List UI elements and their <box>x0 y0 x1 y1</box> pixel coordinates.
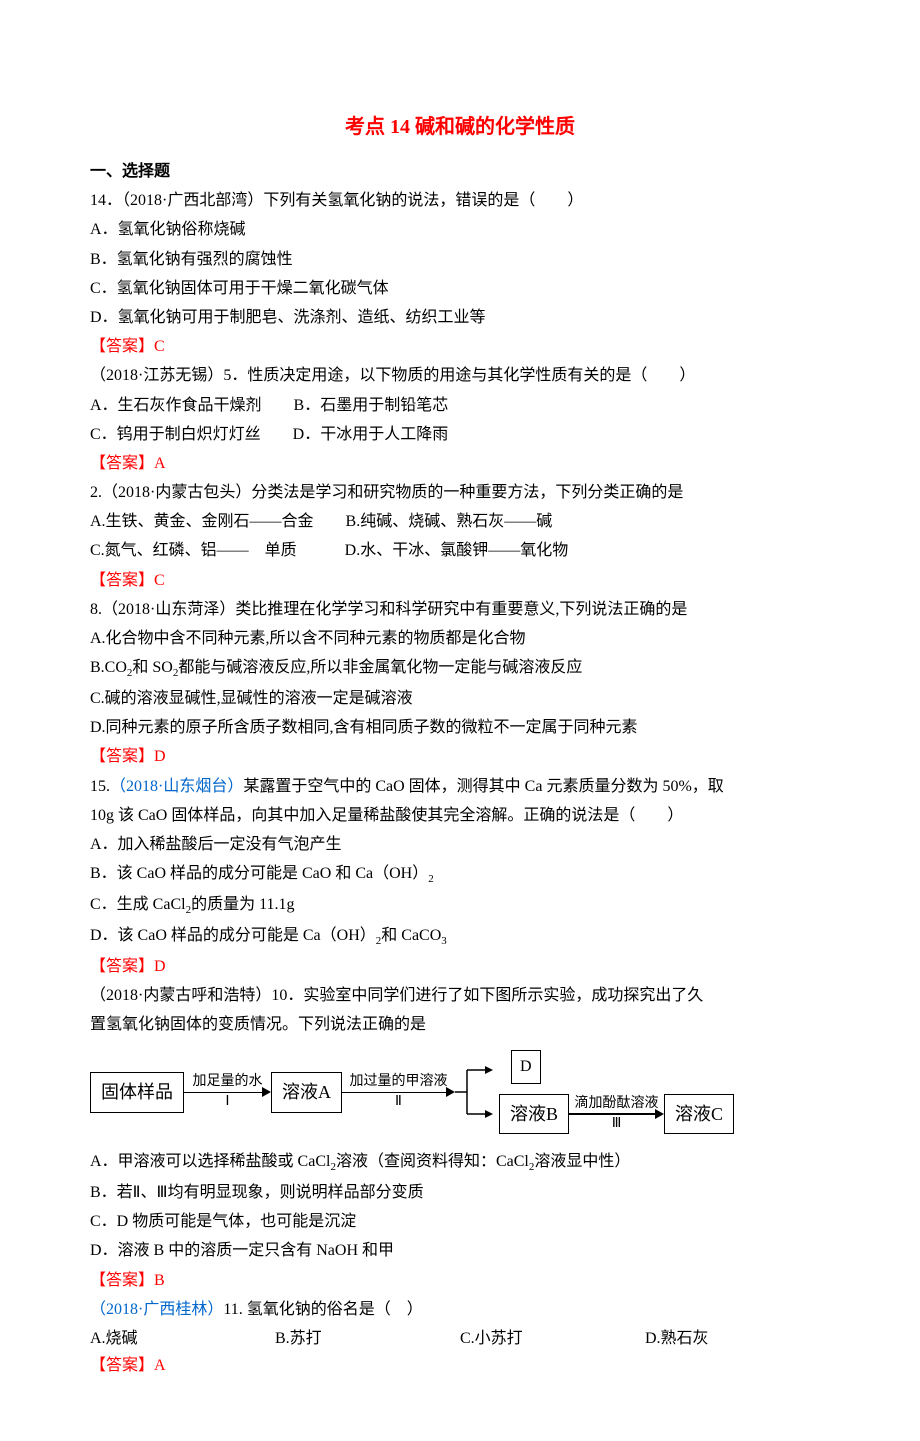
q7-options: A.烧碱 B.苏打 C.小苏打 D.熟石灰 <box>90 1325 830 1352</box>
q7-opt-c: C.小苏打 <box>460 1325 645 1352</box>
q4-opt-c: C.碱的溶液显碱性,显碱性的溶液一定是碱溶液 <box>90 685 830 712</box>
q6-opt-a: A．甲溶液可以选择稀盐酸或 CaCl2溶液（查阅资料得知：CaCl2溶液显中性） <box>90 1148 830 1177</box>
q1-answer: 【答案】C <box>90 333 830 360</box>
q3-opt-cd: C.氮气、红磷、铝—— 单质 D.水、干冰、氯酸钾——氧化物 <box>90 537 830 564</box>
q6-stem-line1: （2018·内蒙古呼和浩特）10．实验室中同学们进行了如下图所示实验，成功探究出… <box>90 982 830 1009</box>
q2-stem: （2018·江苏无锡）5．性质决定用途，以下物质的用途与其化学性质有关的是（ ） <box>90 362 830 389</box>
q5-opt-c: C．生成 CaCl2的质量为 11.1g <box>90 891 830 920</box>
q2-opt-cd: C．钨用于制白炽灯灯丝 D．干冰用于人工降雨 <box>90 421 830 448</box>
q6-stem-line2: 置氢氧化钠固体的变质情况。下列说法正确的是 <box>90 1011 830 1038</box>
q5-opt-a: A．加入稀盐酸后一定没有气泡产生 <box>90 831 830 858</box>
q5-opt-b: B．该 CaO 样品的成分可能是 CaO 和 Ca（OH）2 <box>90 860 830 889</box>
flow-box-c: 溶液C <box>664 1094 734 1135</box>
q7-opt-d: D.熟石灰 <box>645 1325 830 1352</box>
q7-stem: （2018·广西桂林）11. 氢氧化钠的俗名是（ ） <box>90 1296 830 1323</box>
q6-opt-d: D．溶液 B 中的溶质一定只含有 NaOH 和甲 <box>90 1237 830 1264</box>
q1-opt-d: D．氢氧化钠可用于制肥皂、洗涤剂、造纸、纺织工业等 <box>90 304 830 331</box>
q4-stem: 8.（2018·山东菏泽）类比推理在化学学习和科学研究中有重要意义,下列说法正确… <box>90 596 830 623</box>
flowchart: 固体样品 加足量的水 Ⅰ 溶液A 加过量的甲溶液 Ⅱ D 溶液B <box>90 1050 830 1134</box>
q5-stem-line2: 10g 该 CaO 固体样品，向其中加入足量稀盐酸使其完全溶解。正确的说法是（ … <box>90 802 830 829</box>
q7-opt-a: A.烧碱 <box>90 1325 275 1352</box>
q5-opt-d: D．该 CaO 样品的成分可能是 Ca（OH）2和 CaCO3 <box>90 922 830 951</box>
flow-box-d: D <box>511 1050 541 1083</box>
q4-opt-d: D.同种元素的原子所含质子数相同,含有相同质子数的微粒不一定属于同种元素 <box>90 714 830 741</box>
flow-arrow-1: 加足量的水 Ⅰ <box>184 1075 271 1109</box>
flow-box-b: 溶液B <box>499 1094 569 1135</box>
q5-answer: 【答案】D <box>90 953 830 980</box>
q2-answer: 【答案】A <box>90 450 830 477</box>
page-title: 考点 14 碱和碱的化学性质 <box>90 110 830 144</box>
q4-opt-a: A.化合物中含不同种元素,所以含不同种元素的物质都是化合物 <box>90 625 830 652</box>
q1-opt-c: C．氢氧化钠固体可用于干燥二氧化碳气体 <box>90 275 830 302</box>
q4-opt-b: B.CO2和 SO2都能与碱溶液反应,所以非金属氧化物一定能与碱溶液反应 <box>90 654 830 683</box>
q1-stem: 14．（2018·广西北部湾）下列有关氢氧化钠的说法，错误的是（ ） <box>90 187 830 214</box>
section-heading: 一、选择题 <box>90 158 830 185</box>
flow-split-bracket <box>455 1060 495 1124</box>
q3-opt-ab: A.生铁、黄金、金刚石——合金 B.纯碱、烧碱、熟石灰——碱 <box>90 508 830 535</box>
flow-box-sample: 固体样品 <box>90 1072 184 1113</box>
q4-answer: 【答案】D <box>90 743 830 770</box>
flow-box-a: 溶液A <box>271 1072 342 1113</box>
q3-stem: 2.（2018·内蒙古包头）分类法是学习和研究物质的一种重要方法，下列分类正确的… <box>90 479 830 506</box>
q5-stem-line1: 15.（2018·山东烟台）某露置于空气中的 CaO 固体，测得其中 Ca 元素… <box>90 773 830 800</box>
flow-arrow-3: 滴加酚酞溶液 Ⅲ <box>569 1097 664 1131</box>
q3-answer: 【答案】C <box>90 567 830 594</box>
q6-opt-c: C．D 物质可能是气体，也可能是沉淀 <box>90 1208 830 1235</box>
q7-answer: 【答案】A <box>90 1352 830 1379</box>
q7-opt-b: B.苏打 <box>275 1325 460 1352</box>
q6-answer: 【答案】B <box>90 1267 830 1294</box>
q6-opt-b: B．若Ⅱ、Ⅲ均有明显现象，则说明样品部分变质 <box>90 1179 830 1206</box>
q1-opt-b: B．氢氧化钠有强烈的腐蚀性 <box>90 246 830 273</box>
q1-opt-a: A．氢氧化钠俗称烧碱 <box>90 216 830 243</box>
flow-arrow-2: 加过量的甲溶液 Ⅱ <box>342 1075 455 1109</box>
q2-opt-ab: A．生石灰作食品干燥剂 B．石墨用于制铅笔芯 <box>90 392 830 419</box>
